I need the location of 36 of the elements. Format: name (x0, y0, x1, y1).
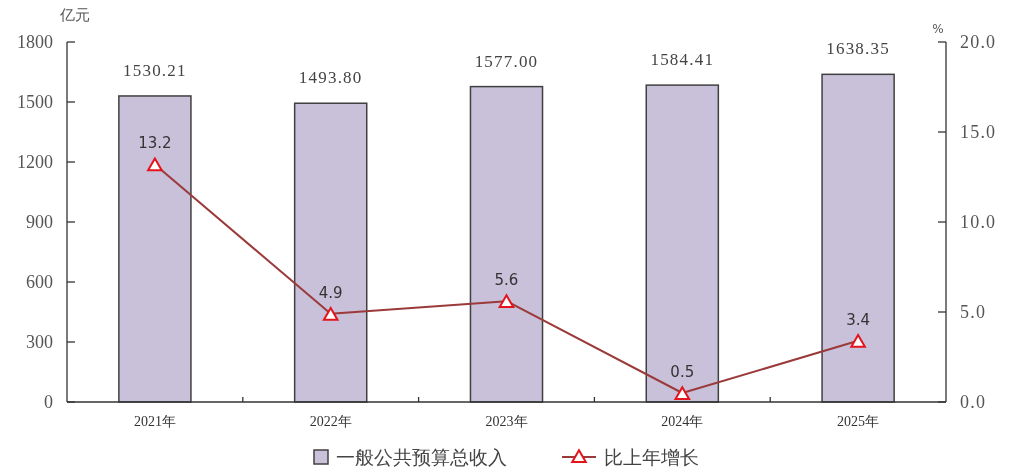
y-axis-title: 亿元 (59, 6, 90, 24)
legend-label: 一般公共预算总收入 (336, 446, 507, 468)
y2-tick-label: 20.0 (960, 32, 997, 53)
x-tick-label: 2025年 (837, 414, 880, 429)
bar (118, 95, 192, 403)
bar (469, 85, 544, 403)
y-tick-label: 300 (26, 332, 53, 353)
bar (645, 84, 720, 403)
x-tick-label: 2021年 (133, 414, 176, 429)
x-tick-label: 2022年 (309, 414, 352, 429)
data-label: 1577.00 (474, 51, 539, 71)
data-label: 4.9 (318, 283, 343, 302)
data-label: 13.2 (138, 134, 172, 153)
y-tick-label: 600 (26, 272, 53, 293)
data-label: 0.5 (670, 363, 695, 381)
y-tick-label: 1200 (17, 152, 53, 173)
y-tick-label: 900 (26, 212, 53, 233)
data-label: 1584.41 (650, 50, 715, 70)
y2-tick-label: 10.0 (960, 212, 997, 233)
y2-tick-label: 0.0 (960, 392, 987, 413)
bar (821, 73, 895, 403)
data-label: 5.6 (494, 271, 519, 290)
y2-tick-label: 15.0 (960, 122, 997, 143)
x-tick-label: 2023年 (485, 414, 528, 429)
y-tick-label: 1500 (17, 92, 53, 113)
data-label: 1530.21 (123, 60, 187, 80)
data-label: 1493.80 (298, 68, 363, 88)
y2-tick-label: 5.0 (960, 302, 987, 323)
bar (293, 102, 368, 403)
data-label: 1638.35 (826, 39, 890, 59)
legend-label: 比上年增长 (604, 446, 699, 468)
data-label: 3.4 (846, 310, 871, 329)
y-tick-label: 1800 (17, 32, 53, 53)
y-tick-label: 0 (44, 392, 53, 413)
x-tick-label: 2024年 (661, 414, 704, 429)
y2-axis-title: % (932, 22, 944, 36)
